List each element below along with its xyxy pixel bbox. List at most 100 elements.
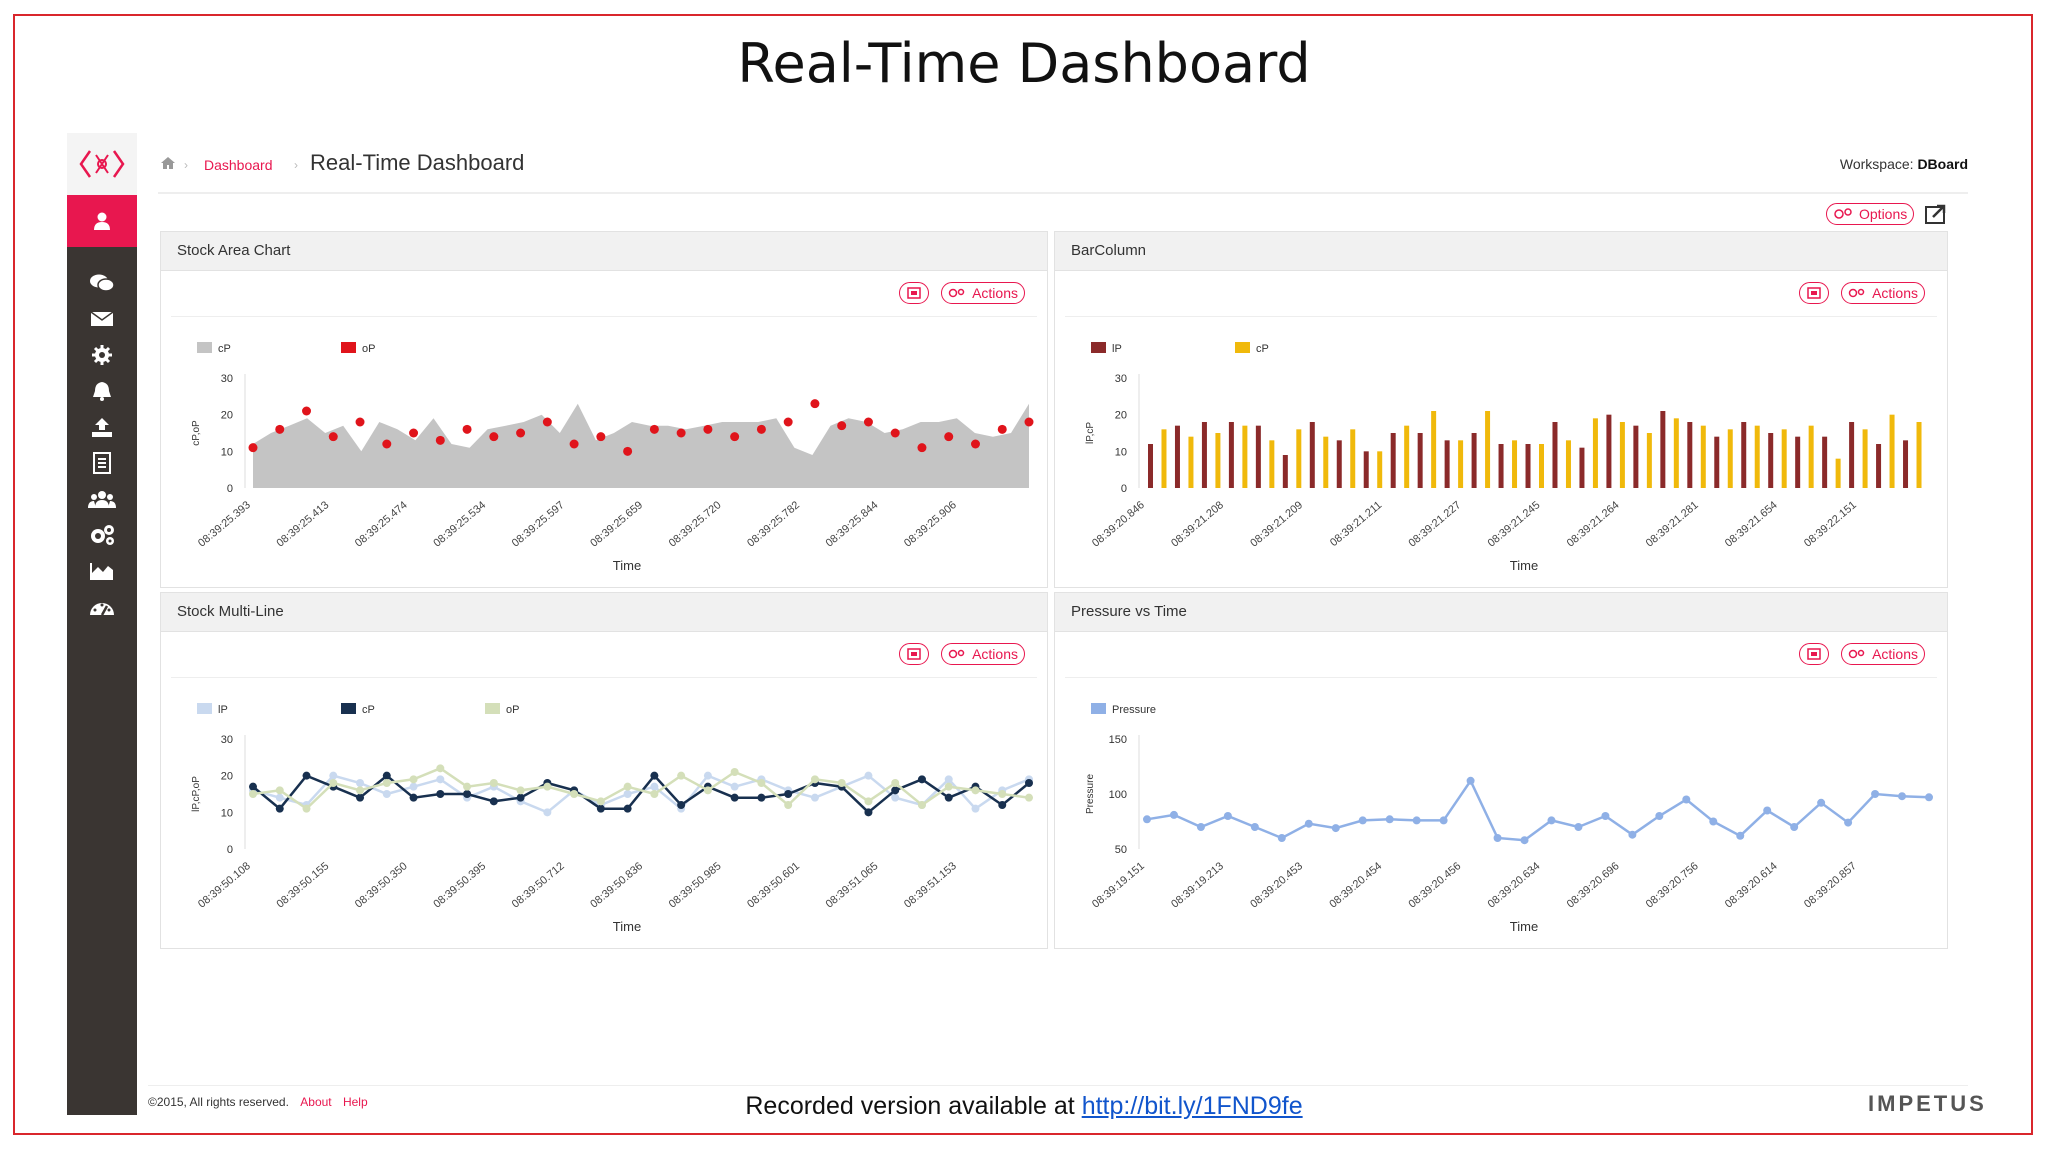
brand-logo: IMPETUS [1868,1091,1987,1116]
stock-multi-line-chart: lP cP oP 0 10 20 30 lP,cP,oP 08:39:50.108 08:39:5… [191,703,1033,934]
bar-cP [1673,418,1679,488]
actions-button[interactable]: Actions [1841,643,1925,665]
legend-swatch [197,703,212,714]
actions-button[interactable]: Actions [1841,282,1925,304]
point-oP [864,797,873,806]
bar-cP [1889,414,1895,488]
point-cP [596,804,605,813]
point-oP [356,786,365,795]
point-cP [623,804,632,813]
fullscreen-button[interactable] [899,282,930,304]
logo-icon [79,150,125,178]
sidebar-item-settings[interactable] [67,337,137,373]
bar-lP [1255,425,1261,488]
point-Pressure [1790,823,1799,831]
settings-toggle-icon [1848,288,1865,298]
actions-button[interactable]: Actions [941,282,1025,304]
y-tick-label: 30 [221,373,233,385]
point-cP [998,801,1007,809]
sidebar-item-dashboard[interactable] [67,589,137,625]
bar-lP [1714,436,1720,488]
legend-swatch [341,703,356,714]
point-oP [837,421,847,431]
bar-cP [1727,429,1733,488]
home-icon[interactable] [160,156,176,170]
point-oP [409,428,419,438]
point-oP [516,786,525,795]
fullscreen-button[interactable] [1799,282,1830,304]
point-Pressure [1682,795,1691,804]
y-axis-label: lP,cP [1085,422,1096,444]
fullscreen-button[interactable] [1799,643,1830,665]
app-logo[interactable] [67,133,137,195]
sidebar-item-users[interactable] [67,481,137,517]
sidebar-item-upload[interactable] [67,409,137,445]
bar-cP [1565,440,1571,488]
point-oP [810,775,819,784]
options-button[interactable]: Options [1826,203,1915,225]
x-axis-label: Time [613,919,641,934]
x-tick-label: 08:39:20.456 [1406,860,1463,910]
bar-cP [1323,436,1329,488]
fullscreen-button[interactable] [899,643,930,665]
point-oP [917,801,926,809]
point-oP [944,782,953,791]
bar-lP [1633,425,1639,488]
point-oP [382,779,391,787]
sidebar-item-documents[interactable] [67,445,137,481]
legend-swatch [485,703,500,714]
actions-label: Actions [972,285,1018,301]
point-Pressure [1466,776,1475,785]
about-link[interactable]: About [300,1095,332,1109]
point-oP [944,432,954,442]
point-oP [248,443,258,453]
sidebar-item-mail[interactable] [67,301,137,337]
point-Pressure [1331,824,1340,833]
sidebar-item-notifications[interactable] [67,373,137,409]
footer-divider [148,1085,1968,1086]
point-oP [596,797,605,806]
point-lP [864,771,873,780]
help-link[interactable]: Help [342,1095,368,1109]
point-lP [275,793,284,802]
x-tick-label: 08:39:21.208 [1169,499,1226,549]
point-oP [863,417,873,427]
point-cP [757,793,766,802]
sidebar-item-chat[interactable] [67,265,137,301]
expand-icon[interactable] [1924,203,1948,225]
legend-label: oP [362,343,375,355]
x-tick-label: 08:39:25.474 [353,499,410,549]
bar-lP [1336,440,1342,488]
point-lP [623,790,632,798]
panel-title: BarColumn [1055,232,1947,271]
x-tick-label: 08:39:21.227 [1406,499,1463,549]
point-oP [463,782,472,791]
x-tick-label: 08:39:20.696 [1565,860,1622,910]
breadcrumb-dashboard-link[interactable]: Dashboard [204,157,273,173]
point-oP [784,801,793,809]
bar-cP [1431,411,1437,488]
y-tick-label: 150 [1109,734,1127,746]
bar-cP [1646,433,1652,488]
point-Pressure [1925,793,1933,802]
sidebar-item-analytics[interactable] [67,553,137,589]
point-Pressure [1358,816,1367,825]
bar-lP [1849,422,1855,488]
x-tick-label: 08:39:50.836 [588,860,645,910]
x-tick-label: 08:39:25.720 [667,499,724,549]
point-Pressure [1709,817,1718,826]
recording-link[interactable]: http://bit.ly/1FND9fe [1081,1092,1303,1120]
bar-cP [1835,458,1841,488]
bar-lP [1903,440,1909,488]
x-tick-label: 08:39:20.857 [1802,860,1859,910]
actions-button[interactable]: Actions [941,643,1025,665]
point-oP [649,424,659,434]
bar-lP [1606,414,1612,488]
page-title: Real-Time Dashboard [310,150,525,175]
y-tick-label: 100 [1109,789,1127,801]
sidebar-item-user[interactable] [67,195,137,247]
point-oP [355,417,365,427]
point-oP [757,779,766,787]
bar-cP [1862,429,1868,488]
sidebar-item-configuration[interactable] [67,517,137,553]
